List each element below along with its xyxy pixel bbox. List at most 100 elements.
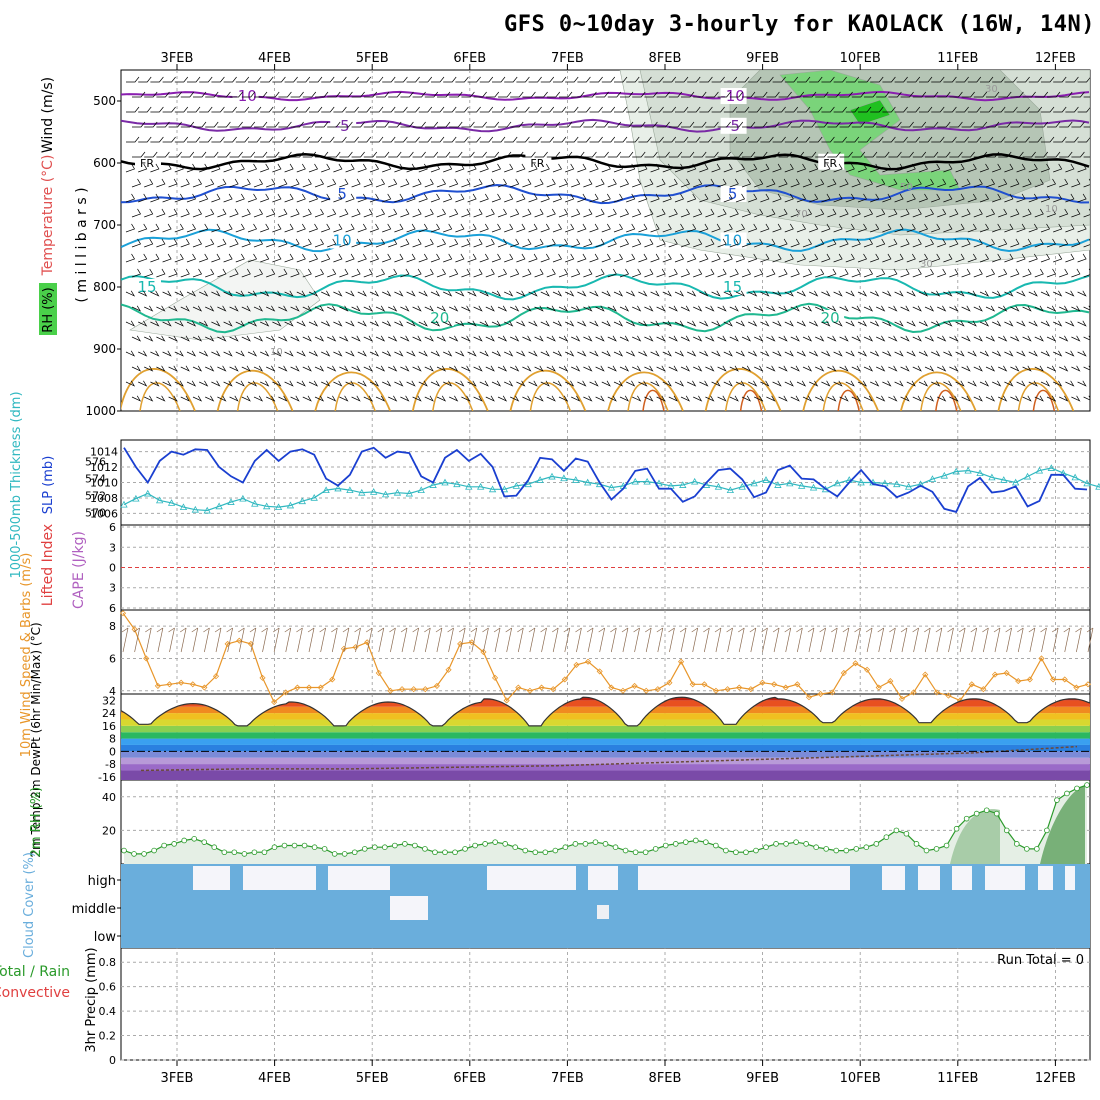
wind-barb: [528, 106, 542, 113]
wind-barb: [870, 163, 880, 173]
thickness-marker: [1011, 478, 1020, 486]
wind-barb: [534, 365, 544, 372]
wind-speed-marker: [515, 684, 522, 691]
wind-barb: [351, 178, 361, 188]
wind-barb: [888, 335, 898, 342]
wind-barb: [193, 121, 207, 128]
wind-barb: [858, 136, 872, 143]
wind-barb: [125, 290, 136, 297]
wind-barb-10m: [145, 627, 152, 653]
wind-barb: [802, 395, 813, 402]
wind-barb: [144, 151, 158, 158]
wind-speed-marker: [154, 682, 161, 689]
wind-barb: [1022, 208, 1032, 218]
wind-barb: [248, 106, 262, 113]
wind-barb: [376, 91, 390, 98]
wind-barb: [918, 320, 929, 327]
wind-barb: [870, 193, 880, 203]
temp-bands: [121, 697, 1090, 780]
wind-barb: [766, 238, 776, 248]
wind-barb: [138, 106, 152, 113]
wind-barb: [131, 305, 142, 312]
wind-barb: [363, 268, 373, 278]
rh-marker: [723, 847, 729, 854]
wind-barb: [382, 193, 392, 203]
wind-barb: [754, 91, 768, 98]
wind-barb: [351, 151, 365, 158]
wind-barb: [345, 163, 355, 173]
wind-barb: [278, 91, 292, 98]
wind-barb: [766, 121, 780, 128]
wind-barb: [1083, 305, 1090, 311]
wind-barb: [1016, 193, 1026, 203]
wind-barb: [888, 365, 898, 372]
wind-barb: [522, 121, 536, 128]
wind-barb: [638, 290, 648, 297]
wind-barb: [339, 335, 349, 342]
wind-barb: [888, 305, 898, 312]
wind-barb: [156, 151, 170, 158]
wind-barb: [754, 305, 764, 312]
rh-area: [124, 785, 1087, 864]
wind-barb: [632, 121, 646, 128]
warm-contour: [411, 368, 489, 411]
wind-barb: [253, 335, 264, 342]
rh-marker: [592, 839, 599, 845]
cloud-gap: [548, 866, 576, 890]
wind-barb: [626, 163, 636, 173]
wind-barb: [906, 253, 916, 263]
wind-barb: [553, 106, 567, 113]
wind-barb: [681, 151, 695, 158]
wind-barb: [778, 268, 788, 278]
temp-2m-panel: [120, 696, 1091, 780]
wind-barb: [943, 223, 953, 233]
wind-barb: [1016, 253, 1026, 263]
wind-barb: [485, 365, 495, 372]
wind-barb: [882, 223, 892, 233]
wind-barb: [162, 223, 172, 233]
wind-barb: [748, 106, 762, 113]
wind-barb: [461, 91, 475, 98]
rh-marker: [983, 807, 990, 814]
wind-barb: [583, 91, 597, 98]
wind-barb: [809, 320, 819, 327]
wind-barb: [839, 365, 849, 372]
wind-barb: [1083, 208, 1090, 218]
wind-barb: [162, 253, 172, 263]
wind-barb: [992, 76, 1006, 83]
wind-barb: [839, 305, 849, 312]
wind-barb: [595, 365, 605, 372]
wind-barb: [125, 380, 136, 387]
wind-barb: [717, 121, 731, 128]
wind-barb: [131, 268, 142, 278]
wind-barb: [1010, 121, 1024, 128]
hot-contour: [1032, 389, 1056, 411]
wind-barb: [973, 268, 983, 278]
wind-barb: [376, 121, 390, 128]
thickness-marker: [298, 497, 307, 505]
wind-barb: [308, 320, 319, 327]
wind-barb: [223, 380, 233, 387]
wind-barb: [156, 335, 166, 342]
temp-band: [121, 706, 1090, 714]
wind-barb: [522, 238, 532, 248]
wind-barb: [126, 76, 140, 83]
wind-barb: [327, 208, 337, 218]
rh-marker: [662, 842, 669, 849]
wind-barb: [1059, 305, 1069, 312]
contour-label: -5: [725, 117, 740, 135]
wind-speed-marker: [689, 681, 696, 688]
wind-barb: [186, 223, 197, 233]
wind-barb: [656, 208, 666, 218]
wind-barb: [595, 305, 605, 312]
wind-barb: [815, 178, 825, 188]
wind-barb: [327, 121, 341, 128]
wind-barb: [1065, 76, 1079, 83]
wind-barb: [955, 106, 969, 113]
wind-barb: [961, 395, 971, 402]
wind-barb: [235, 163, 245, 173]
wind-barb: [656, 335, 666, 342]
wind-barb: [986, 151, 1000, 158]
wind-speed-marker: [410, 686, 417, 693]
wind-barb: [912, 365, 922, 372]
